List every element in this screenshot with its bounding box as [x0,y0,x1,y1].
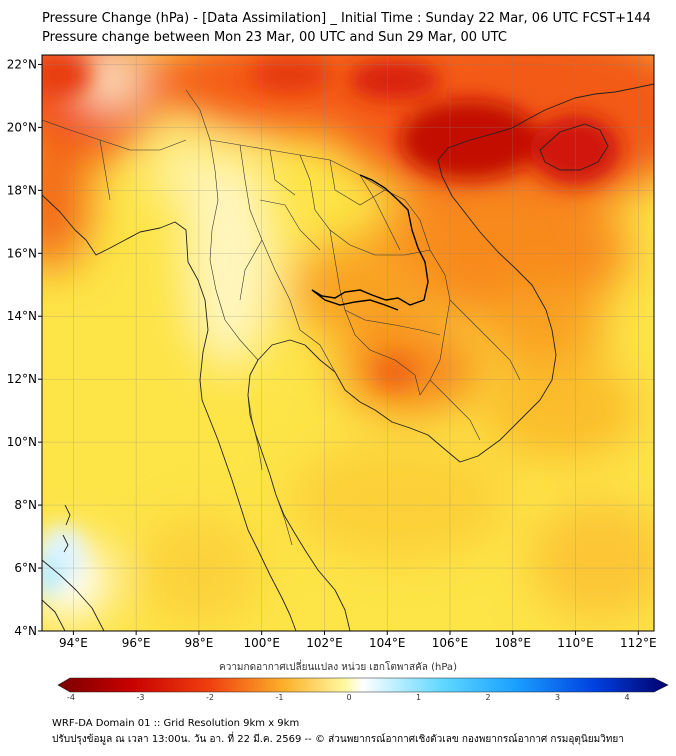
footer-credits: ปรับปรุงข้อมูล ณ เวลา 13:00น. วัน อา. ที… [52,734,624,745]
colorbar-tick-label: 2 [485,693,490,702]
map-subtitle: Pressure change between Mon 23 Mar, 00 U… [42,30,507,45]
colorbar-tick-label: 1 [416,693,421,702]
map-title: Pressure Change (hPa) - [Data Assimilati… [42,11,651,26]
longitude-axis: 94°E 96°E 98°E 100°E 102°E 104°E 106°E 108°E 110… [59,631,657,650]
colorbar-tick-label: 4 [624,693,629,702]
colorbar-tick-label: 3 [555,693,560,702]
admin-borders [42,89,521,546]
colorbar-tick-label: -3 [137,693,145,702]
lon-tick-label: 106°E [432,636,469,650]
lat-tick-label: 16°N [7,246,37,260]
lat-tick-label: 20°N [7,120,37,134]
colorbar: -4 -3 -2 -1 0 1 2 3 4 [57,677,669,702]
lon-tick-label: 100°E [243,636,280,650]
lon-tick-label: 104°E [369,636,406,650]
lon-tick-label: 94°E [59,636,88,650]
lat-tick-label: 4°N [14,624,37,638]
lon-tick-label: 110°E [557,636,594,650]
lat-tick-label: 6°N [14,561,37,575]
lon-tick-label: 112°E [620,636,657,650]
lon-tick-label: 108°E [495,636,532,650]
lat-tick-label: 14°N [7,309,37,323]
country-borders [311,174,429,311]
graticule [42,55,654,631]
map-frame [41,54,655,632]
lat-tick-label: 12°N [7,372,37,386]
footer-model-info: WRF-DA Domain 01 :: Grid Resolution 9km … [52,718,300,729]
lon-tick-label: 102°E [306,636,343,650]
lat-tick-label: 18°N [7,183,37,197]
latitude-axis: 22°N 20°N 18°N 16°N 14°N 12°N 10°N 8°N 6°N 4°N [7,57,42,638]
lon-tick-label: 98°E [184,636,213,650]
lon-tick-label: 96°E [122,636,151,650]
lat-tick-label: 10°N [7,435,37,449]
colorbar-tick-label: -1 [276,693,284,702]
colorbar-tick-label: -2 [206,693,214,702]
coastlines [42,83,654,631]
colorbar-tick-label: -4 [67,693,75,702]
colorbar-tick-label: 0 [346,693,351,702]
pressure-field [42,55,654,631]
colorbar-title: ความกดอากาศเปลี่ยนแปลง หน่วย เฮกโตพาสคัล… [219,662,457,673]
lat-tick-label: 8°N [14,498,37,512]
lat-tick-label: 22°N [7,57,37,71]
